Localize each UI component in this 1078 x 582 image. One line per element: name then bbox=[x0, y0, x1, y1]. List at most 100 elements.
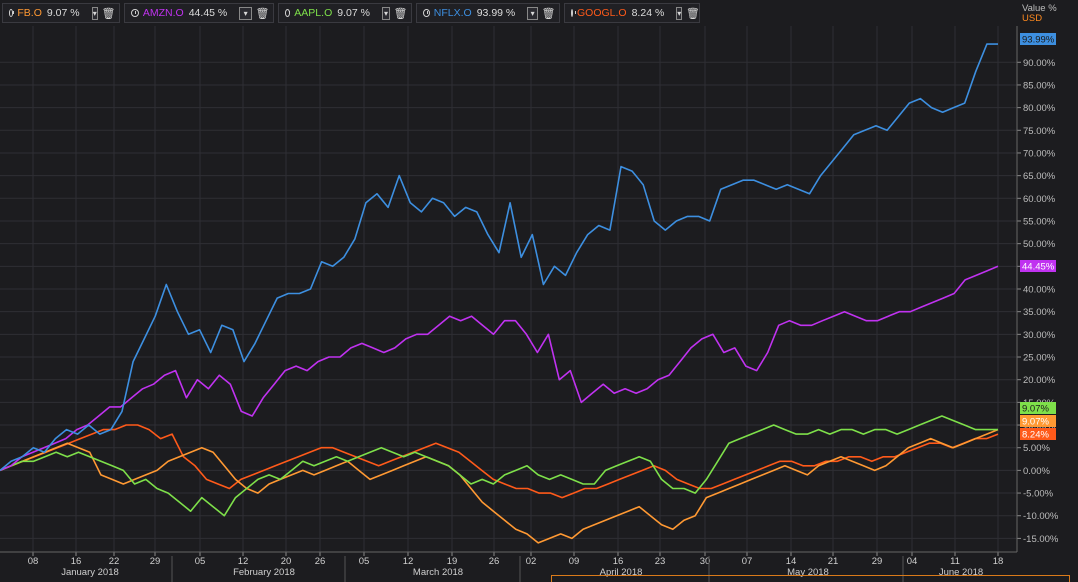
end-value-box bbox=[1020, 415, 1056, 427]
legend-chip-aapl-o[interactable]: AAPL.O 9.07 % ▾ 🗑 bbox=[278, 3, 412, 23]
x-tick-label: 02 bbox=[526, 556, 537, 567]
trash-icon[interactable]: 🗑 bbox=[541, 7, 556, 20]
clock-icon bbox=[131, 9, 139, 17]
x-tick-label: 05 bbox=[195, 556, 206, 567]
legend-value: 93.99 % bbox=[476, 7, 516, 19]
end-value-text: 8.24% bbox=[1022, 430, 1049, 441]
clock-icon bbox=[9, 9, 15, 17]
x-tick-label: 29 bbox=[872, 556, 883, 567]
clock-icon bbox=[423, 9, 430, 17]
legend-ticker[interactable]: AAPL.O bbox=[294, 7, 333, 19]
legend-value: 44.45 % bbox=[188, 7, 228, 19]
legend-ticker[interactable]: AMZN.O bbox=[142, 7, 184, 19]
chevron-down-icon[interactable]: ▾ bbox=[381, 6, 390, 20]
month-label: March 2018 bbox=[413, 567, 463, 578]
x-tick-label: 12 bbox=[238, 556, 249, 567]
y-tick-label: 30.00% bbox=[1023, 330, 1056, 341]
y-tick-label: 60.00% bbox=[1023, 194, 1056, 205]
axis-currency-label: USD bbox=[1022, 13, 1043, 24]
trash-icon[interactable]: 🗑 bbox=[255, 7, 270, 20]
y-tick-label: -10.00% bbox=[1023, 511, 1059, 522]
legend-value: 8.24 % bbox=[631, 7, 665, 19]
series-line-amzn-o bbox=[0, 265, 999, 472]
trash-icon[interactable]: 🗑 bbox=[393, 7, 408, 20]
axis-unit-title: Value % USD bbox=[1022, 4, 1057, 24]
time-range-scroll-handle[interactable] bbox=[551, 575, 1070, 582]
y-tick-label: 5.00% bbox=[1023, 443, 1050, 454]
month-label: February 2018 bbox=[233, 567, 295, 578]
y-tick-label: 85.00% bbox=[1023, 80, 1056, 91]
end-value-box bbox=[1020, 260, 1056, 272]
end-value-label-aapl-o: 9.07% bbox=[1020, 402, 1056, 415]
chevron-down-icon[interactable]: ▾ bbox=[676, 6, 683, 20]
y-tick-label: 40.00% bbox=[1023, 285, 1056, 296]
x-tick-label: 26 bbox=[315, 556, 326, 567]
x-tick-label: 16 bbox=[71, 556, 82, 567]
y-tick-label: 70.00% bbox=[1023, 148, 1056, 159]
x-tick-label: 19 bbox=[447, 556, 458, 567]
axis-unit-label: Value % bbox=[1022, 3, 1057, 14]
y-tick-label: 65.00% bbox=[1023, 171, 1056, 182]
series-line-aapl-o bbox=[0, 415, 998, 517]
clock-icon bbox=[285, 9, 291, 17]
end-value-label-googl-o: 8.24% bbox=[1020, 428, 1056, 441]
y-tick-label: 50.00% bbox=[1023, 239, 1056, 250]
y-tick-label: -5.00% bbox=[1023, 489, 1054, 500]
x-tick-label: 08 bbox=[28, 556, 39, 567]
trash-icon[interactable]: 🗑 bbox=[101, 7, 116, 20]
y-tick-label: 0.00% bbox=[1023, 466, 1050, 477]
x-tick-label: 20 bbox=[281, 556, 292, 567]
x-tick-label: 16 bbox=[613, 556, 624, 567]
chevron-down-icon[interactable]: ▾ bbox=[239, 6, 252, 20]
x-tick-label: 04 bbox=[907, 556, 918, 567]
y-tick-label: 80.00% bbox=[1023, 103, 1056, 114]
end-value-text: 9.07% bbox=[1022, 404, 1049, 415]
x-tick-label: 07 bbox=[742, 556, 753, 567]
y-tick-label: -15.00% bbox=[1023, 534, 1059, 545]
x-tick-label: 21 bbox=[828, 556, 839, 567]
x-tick-label: 29 bbox=[150, 556, 161, 567]
trash-icon[interactable]: 🗑 bbox=[685, 7, 700, 20]
legend-ticker[interactable]: GOOGL.O bbox=[577, 7, 627, 19]
y-tick-label: 75.00% bbox=[1023, 126, 1056, 137]
month-label: April 2018 bbox=[600, 567, 643, 578]
x-tick-label: 23 bbox=[655, 556, 666, 567]
series-line-nflx-o bbox=[0, 43, 998, 472]
y-tick-label: 35.00% bbox=[1023, 307, 1056, 318]
x-tick-label: 30 bbox=[700, 556, 711, 567]
end-value-box bbox=[1020, 33, 1056, 45]
end-value-box bbox=[1020, 402, 1056, 414]
x-tick-label: 22 bbox=[109, 556, 120, 567]
x-tick-label: 14 bbox=[786, 556, 797, 567]
x-tick-label: 26 bbox=[489, 556, 500, 567]
legend-chip-amzn-o[interactable]: AMZN.O 44.45 % ▾ 🗑 bbox=[124, 3, 274, 23]
end-value-text: 9.07% bbox=[1022, 417, 1049, 428]
x-tick-label: 09 bbox=[569, 556, 580, 567]
legend-ticker[interactable]: FB.O bbox=[17, 7, 42, 19]
legend-chip-googl-o[interactable]: GOOGL.O 8.24 % ▾ 🗑 bbox=[564, 3, 700, 23]
x-tick-label: 18 bbox=[993, 556, 1004, 567]
clock-icon bbox=[571, 9, 576, 17]
month-label: January 2018 bbox=[61, 567, 119, 578]
end-value-label-nflx-o: 93.99% bbox=[1020, 33, 1056, 46]
chevron-down-icon[interactable]: ▾ bbox=[91, 6, 98, 20]
end-value-label-fb-o: 9.07% bbox=[1020, 415, 1056, 428]
series-line-fb-o bbox=[0, 428, 999, 544]
legend-value: 9.07 % bbox=[337, 7, 370, 19]
x-tick-label: 12 bbox=[403, 556, 414, 567]
y-tick-label: 25.00% bbox=[1023, 353, 1056, 364]
chevron-down-icon[interactable]: ▾ bbox=[527, 6, 538, 20]
end-value-text: 44.45% bbox=[1022, 262, 1055, 273]
month-label: June 2018 bbox=[939, 567, 983, 578]
legend-chip-nflx-o[interactable]: NFLX.O 93.99 % ▾ 🗑 bbox=[416, 3, 560, 23]
end-value-label-amzn-o: 44.45% bbox=[1020, 260, 1056, 273]
legend-ticker[interactable]: NFLX.O bbox=[433, 7, 472, 19]
month-label: May 2018 bbox=[787, 567, 829, 578]
y-tick-label: 20.00% bbox=[1023, 375, 1056, 386]
y-tick-label: 55.00% bbox=[1023, 216, 1056, 227]
x-tick-label: 05 bbox=[359, 556, 370, 567]
series-legend-bar: FB.O 9.07 % ▾ 🗑 AMZN.O 44.45 % ▾ 🗑 AAPL.O 9.07 % ▾… bbox=[0, 0, 1078, 26]
end-value-box bbox=[1020, 428, 1056, 440]
legend-chip-fb-o[interactable]: FB.O 9.07 % ▾ 🗑 bbox=[2, 3, 120, 23]
